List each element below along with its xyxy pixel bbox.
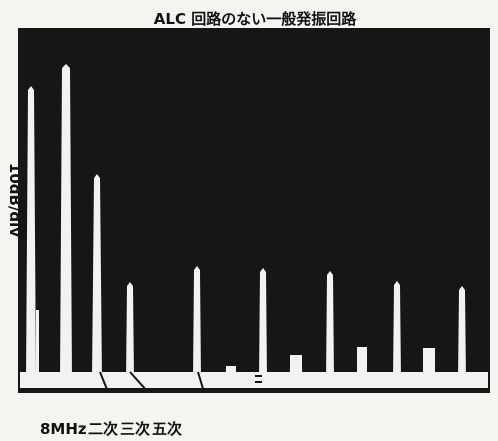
peak — [126, 282, 134, 380]
bottom-label: 二次 — [88, 420, 118, 438]
peak — [326, 271, 334, 380]
noise-floor — [20, 372, 488, 388]
spectrum — [20, 64, 488, 388]
screen — [18, 28, 490, 393]
bottom-label: 8MHz — [40, 420, 87, 438]
spur — [357, 347, 367, 375]
marker — [129, 371, 149, 393]
peak — [26, 86, 36, 380]
marker — [99, 371, 109, 393]
title: ALC 回路のない一般発振回路 — [154, 10, 357, 28]
markers — [99, 371, 262, 393]
peak — [259, 268, 267, 380]
peak — [92, 174, 102, 380]
peak — [60, 64, 72, 380]
spur — [226, 366, 236, 375]
peak — [193, 266, 201, 380]
spur — [423, 348, 435, 375]
peak — [458, 286, 466, 380]
spur — [290, 355, 302, 375]
bottom-label: 五次 — [152, 420, 182, 438]
marker — [197, 371, 205, 393]
spur — [36, 310, 39, 380]
peak — [393, 281, 401, 380]
bottom-label: 三次 — [120, 420, 150, 438]
